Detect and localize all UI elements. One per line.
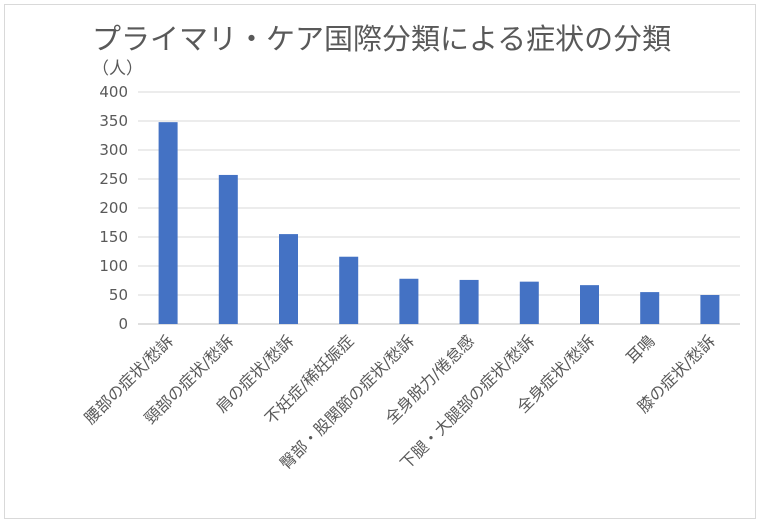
y-tick-label: 200 (99, 199, 128, 217)
chart-frame (4, 4, 756, 519)
bar (459, 279, 479, 324)
bar (399, 278, 419, 324)
y-tick-label: 50 (109, 286, 128, 304)
bar (519, 281, 539, 324)
y-tick-label: 150 (99, 228, 128, 246)
y-tick-label: 250 (99, 170, 128, 188)
bar (339, 256, 359, 324)
y-tick-labels: 0 50 100 150 200 250 300 350 400 (99, 83, 128, 333)
y-tick-label: 0 (118, 315, 128, 333)
y-tick-label: 300 (99, 141, 128, 159)
bar (279, 234, 298, 324)
gridlines (138, 91, 740, 325)
bar (158, 122, 178, 324)
bars (158, 122, 720, 324)
chart-title: プライマリ・ケア国際分類による症状の分類 (92, 22, 672, 56)
y-tick-label: 350 (99, 112, 128, 130)
bar (640, 292, 660, 324)
bar (218, 174, 238, 324)
bar (580, 285, 599, 324)
y-axis-unit-label: （人） (92, 59, 143, 79)
category-label: 耳鳴 (622, 331, 658, 367)
y-tick-label: 100 (99, 257, 128, 275)
category-labels: 腰部の症状/愁訴頸部の症状/愁訴肩の症状/愁訴不妊症/稀妊娠症臀部・股関節の症状… (80, 331, 718, 473)
y-tick-label: 400 (99, 83, 128, 101)
bar (700, 295, 720, 324)
